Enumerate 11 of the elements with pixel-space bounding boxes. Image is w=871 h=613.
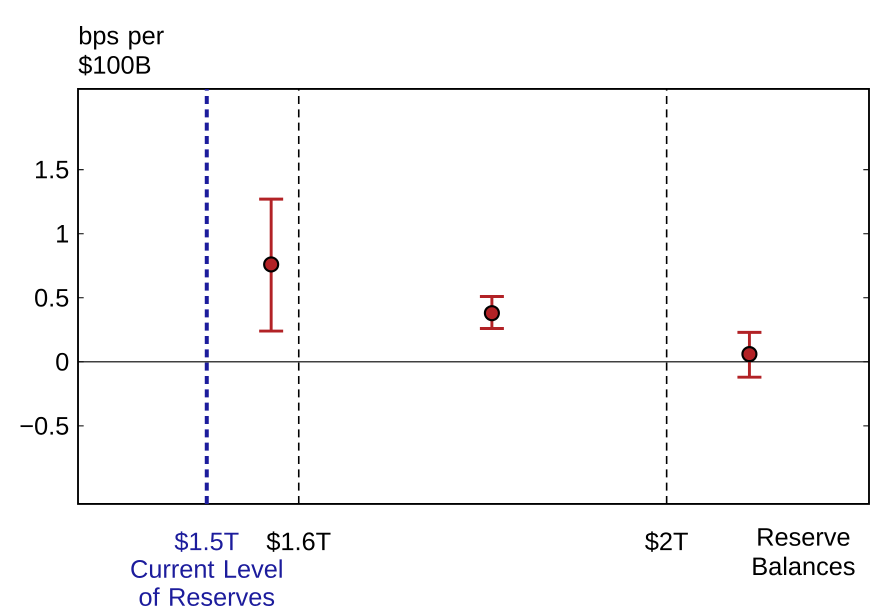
y-tick-label: 0 [56,352,68,371]
x-axis-title: Reserve Balances [753,528,855,576]
y-tick-label: 1 [57,225,68,242]
y-axis-title: bps per $100B [78,26,164,76]
x-tick-label: $1.5T [174,531,239,552]
y-tick-label: 0.5 [35,288,68,307]
x-tick-label: $2T [645,531,688,552]
y-tick-label: 1.5 [36,160,68,179]
y-tick-label: −0.5 [20,416,68,435]
ref-line-label: Current Level of Reserves [131,559,282,606]
x-tick-label: $1.6T [266,531,331,552]
